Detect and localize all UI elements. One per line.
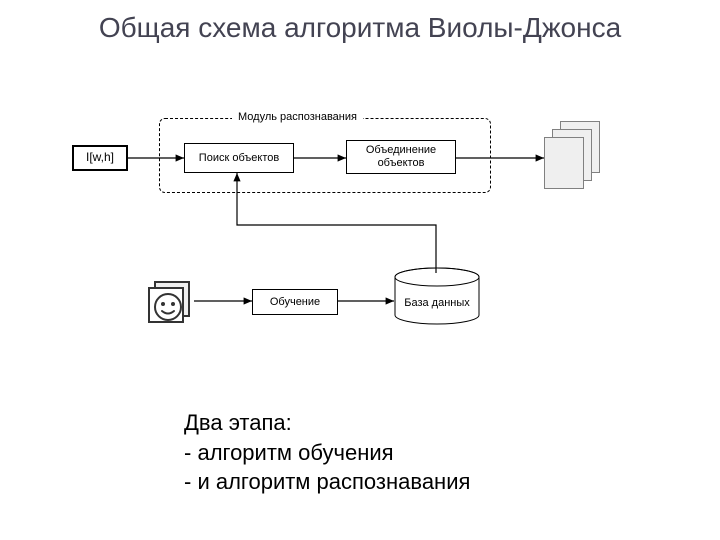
search-objects-box: Поиск объектов — [184, 143, 294, 173]
output-page-stack — [544, 121, 600, 189]
smiley-input-stack — [148, 281, 190, 323]
body-item: и алгоритм распознавания — [208, 467, 470, 497]
smiley-icon — [150, 289, 186, 325]
body-item: алгоритм обучения — [208, 438, 470, 468]
recognition-module-label: Модуль распознавания — [232, 111, 363, 123]
merge-objects-box: Объединение объектов — [346, 140, 456, 174]
body-heading: Два этапа: — [184, 408, 470, 438]
body-text: Два этапа: алгоритм обучения и алгоритм … — [184, 408, 470, 497]
database-label: База данных — [394, 297, 480, 309]
training-box: Обучение — [252, 289, 338, 315]
page-sheet — [544, 137, 584, 189]
smiley-sheet — [148, 287, 184, 323]
input-image-box: I[w,h] — [72, 145, 128, 171]
database-cylinder: База данных — [394, 273, 480, 325]
